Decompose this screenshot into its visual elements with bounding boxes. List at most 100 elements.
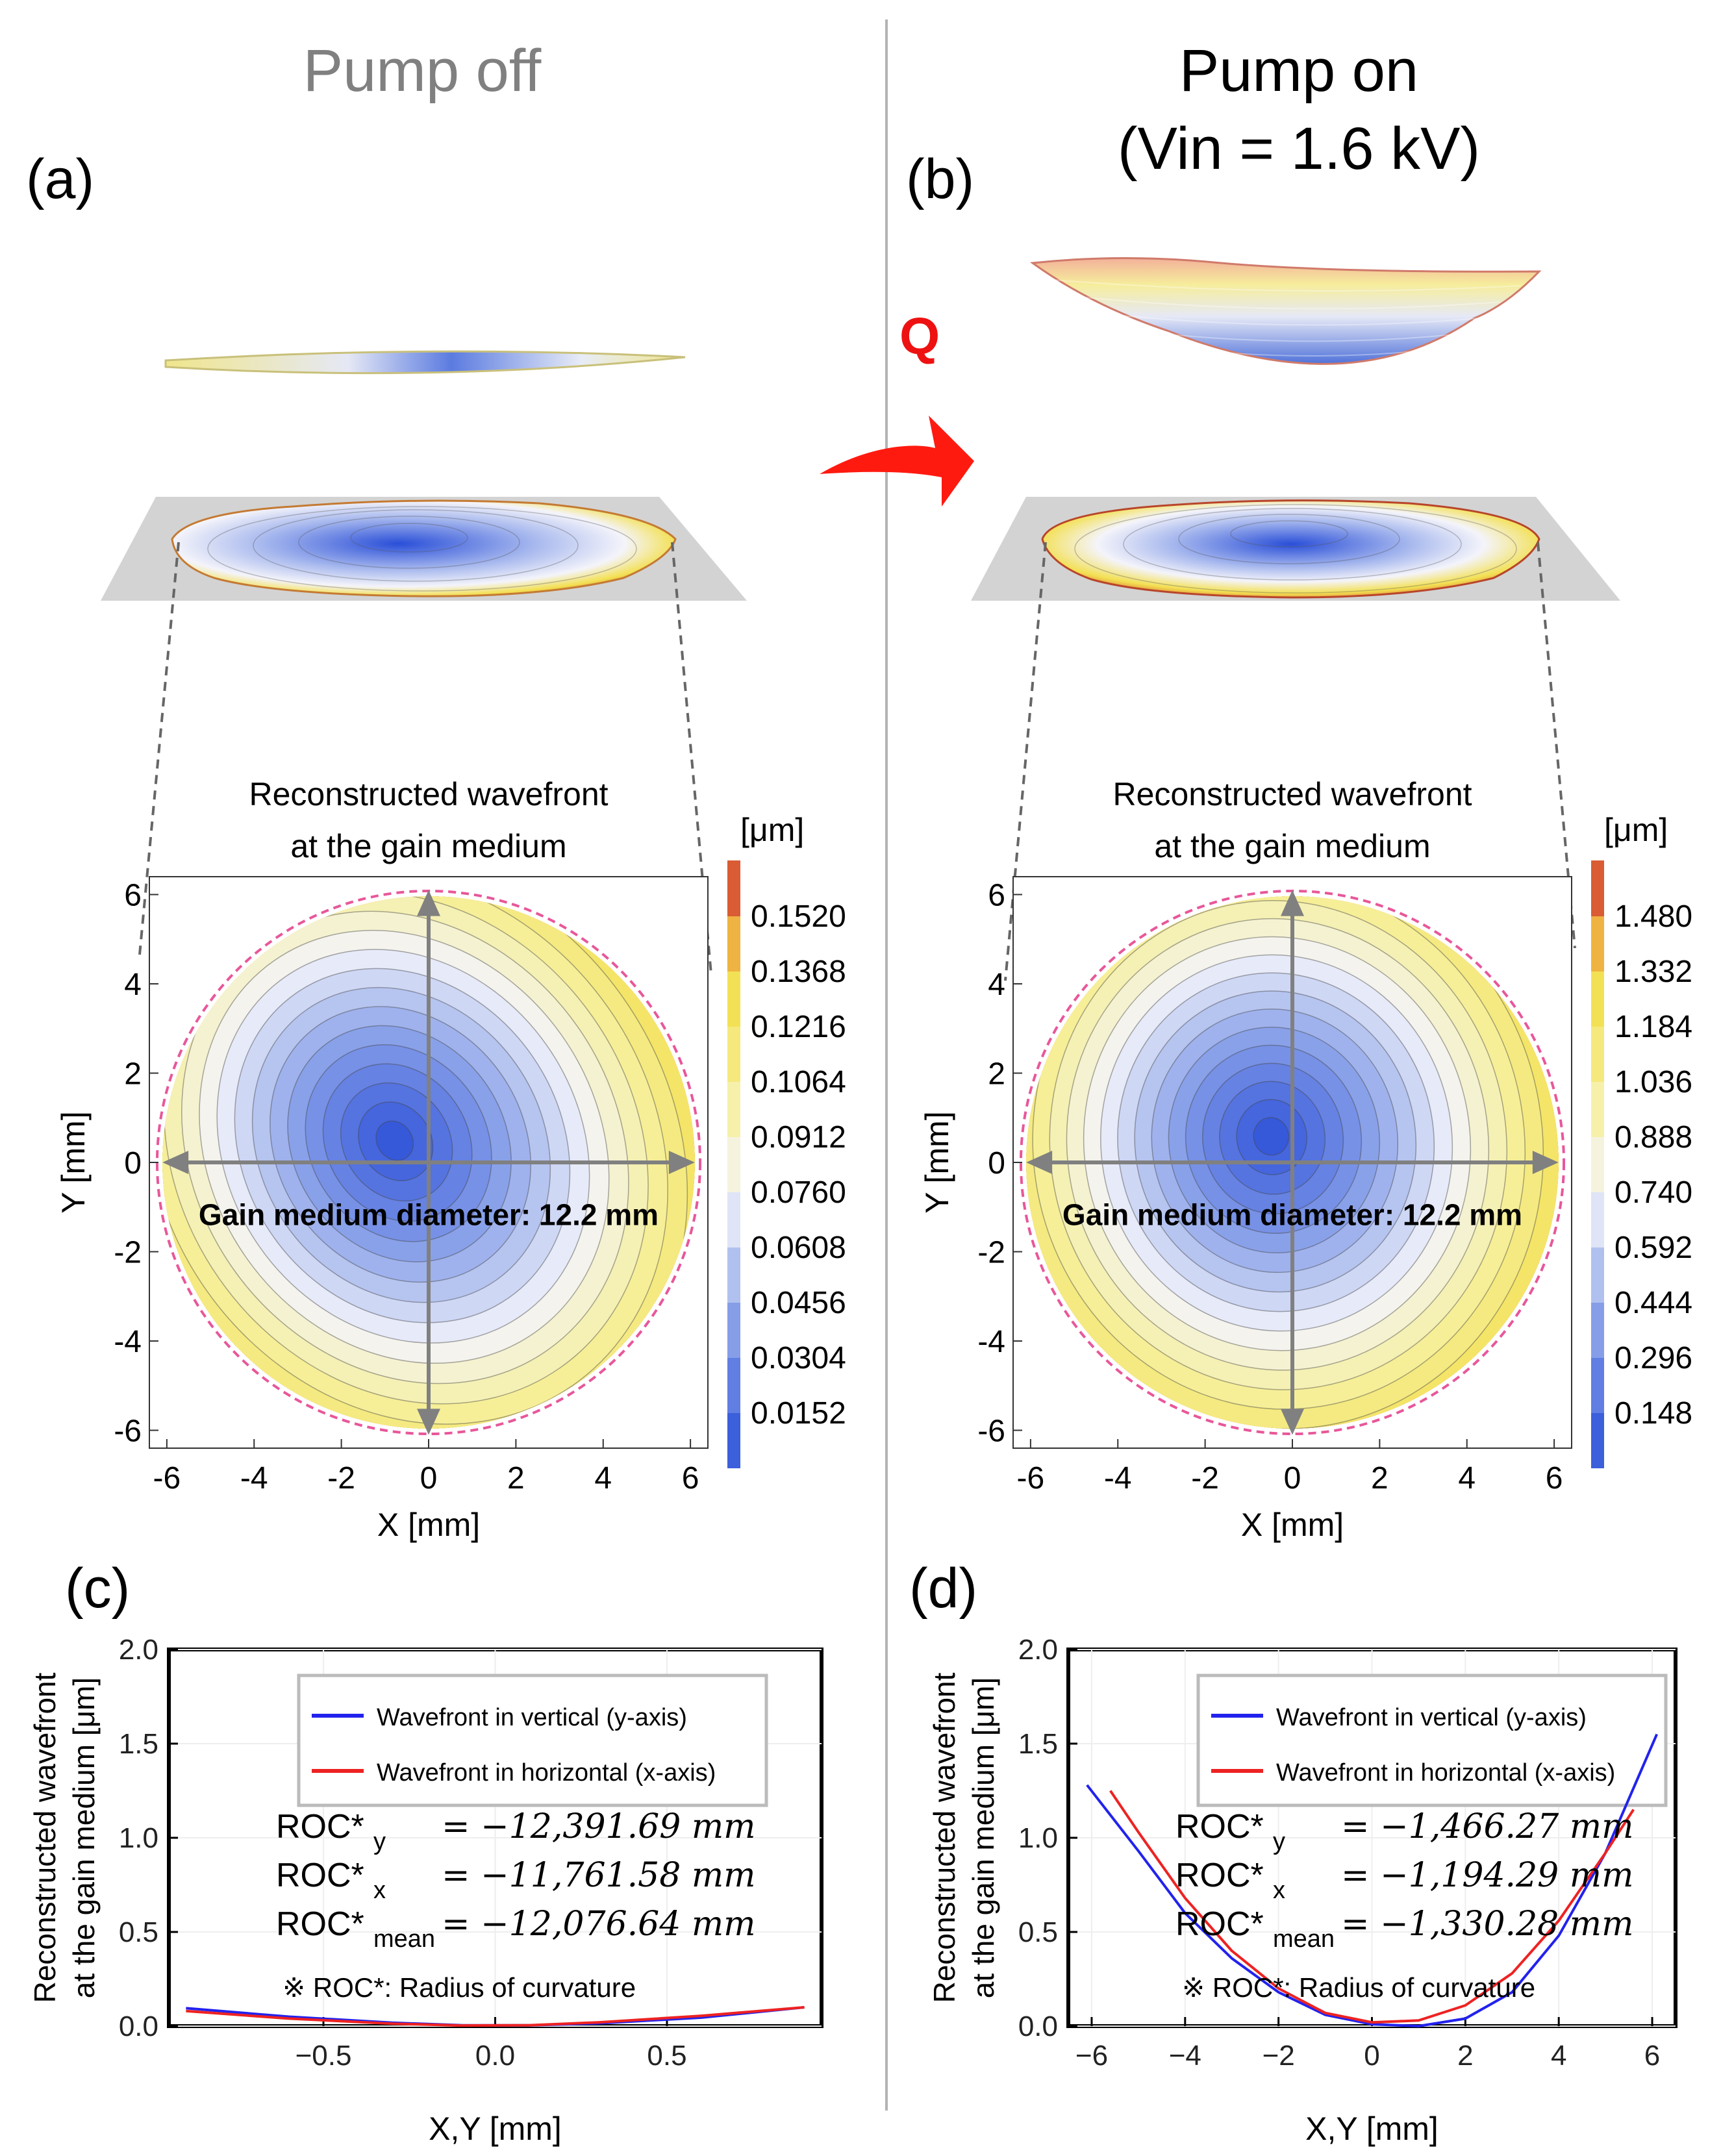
- roc-mean-subscript: mean: [1273, 1925, 1335, 1953]
- roc-mean-value: = −12,076.64 mm: [442, 1905, 755, 1944]
- arrowhead-icon: [1026, 1151, 1053, 1174]
- arrowhead-icon: [417, 890, 440, 916]
- arrowhead-icon: [1532, 1151, 1559, 1174]
- diameter-arrows: [1026, 890, 1559, 1435]
- contour-title-line2: at the gain medium: [1154, 828, 1430, 864]
- roc-x-value: = −1,194.29 mm: [1341, 1856, 1633, 1895]
- line-chart-c: −0.5 0.0 0.5 0.0 0.5 1.0 1.5 2.0 X,Y [mm] Reconst…: [28, 1634, 823, 2147]
- colorbar-tick-label: 1.332: [1614, 955, 1692, 989]
- roc-y-label: ROC*: [1175, 1808, 1264, 1846]
- x-axis-label: X [mm]: [1241, 1507, 1344, 1543]
- x-axis-label: X,Y [mm]: [1305, 2111, 1438, 2147]
- legend-label: Wavefront in horizontal (x-axis): [1276, 1759, 1615, 1786]
- colorbar-segment: [727, 1357, 740, 1413]
- y-tick-label: 2.0: [1018, 1634, 1058, 1666]
- x-tick-label: 2: [1457, 2040, 1473, 2072]
- x-tick-label: 0.0: [475, 2040, 515, 2072]
- colorbar-tick-label: 0.0456: [751, 1286, 846, 1320]
- contour-bands: [1026, 896, 1559, 1429]
- colorbar-tick-label: 0.296: [1614, 1341, 1692, 1375]
- x-tick-label: 4: [1458, 1461, 1476, 1496]
- roc-mean-subscript: mean: [373, 1925, 435, 1953]
- header-pump-on-voltage: (Vin = 1.6 kV): [1118, 116, 1480, 182]
- x-tick-label: 0: [1364, 2040, 1379, 2072]
- colorbar-segment: [1591, 971, 1604, 1027]
- roc-x-label: ROC*: [1175, 1857, 1264, 1894]
- colorbar-segment: [727, 1081, 740, 1137]
- colorbar-segment: [1591, 916, 1604, 971]
- x-axis-label: X,Y [mm]: [429, 2111, 562, 2147]
- x-tick-label: 0: [420, 1461, 438, 1496]
- colorbar-tick-label: 1.036: [1614, 1065, 1692, 1099]
- x-tick-label: 4: [1551, 2040, 1566, 2072]
- colorbar-segment: [727, 860, 740, 916]
- q-label: Q: [899, 307, 940, 365]
- colorbar-tick-label: 0.888: [1614, 1120, 1692, 1155]
- y-tick-label: 6: [988, 879, 1005, 913]
- panel-label-a: (a): [26, 148, 94, 210]
- y-tick-label: 1.5: [119, 1728, 158, 1760]
- colorbar: [727, 860, 740, 1468]
- diameter-arrows: [162, 890, 695, 1435]
- x-axis-label: X [mm]: [377, 1507, 480, 1543]
- contour-band: [375, 1120, 414, 1161]
- x-tick-label: 0: [1284, 1461, 1301, 1496]
- panel-label-b: (b): [906, 148, 974, 210]
- series-line: [1086, 1733, 1659, 2028]
- colorbar-tick-label: 0.0608: [751, 1231, 846, 1265]
- y-tick-label: -2: [114, 1236, 142, 1270]
- x-tick-label: −2: [1262, 2040, 1295, 2072]
- y-axis-label: Y [mm]: [919, 1111, 955, 1213]
- y-tick-label: 1.0: [1018, 1822, 1058, 1854]
- y-tick-label: 6: [124, 879, 142, 913]
- roc-mean-label: ROC*: [276, 1905, 364, 1943]
- roc-y-value: = −1,466.27 mm: [1341, 1807, 1633, 1846]
- colorbar-segment: [1591, 1247, 1604, 1303]
- colorbar-unit: [μm]: [740, 812, 804, 848]
- y-tick-label: 2: [988, 1057, 1005, 1092]
- legend-box: [1196, 1673, 1668, 1807]
- panel-label-d: (d): [909, 1557, 977, 1620]
- y-tick-label: 2: [124, 1057, 142, 1092]
- y-tick-label: 1.5: [1018, 1728, 1058, 1760]
- colorbar-segment: [727, 1247, 740, 1303]
- colorbar-segment: [1591, 1192, 1604, 1247]
- legend-box: [297, 1673, 768, 1807]
- colorbar-segment: [1591, 1136, 1604, 1192]
- roc-y-value: = −12,391.69 mm: [442, 1807, 755, 1846]
- y-tick-label: -4: [977, 1325, 1005, 1359]
- contour-title-line1: Reconstructed wavefront: [1112, 776, 1472, 812]
- colorbar-segment: [1591, 1357, 1604, 1413]
- y-tick-label: 1.0: [119, 1822, 158, 1854]
- colorbar-tick-label: 0.148: [1614, 1396, 1692, 1431]
- x-tick-label: 2: [1371, 1461, 1388, 1496]
- y-tick-label: -4: [114, 1325, 142, 1359]
- arrowhead-icon: [417, 1409, 440, 1435]
- colorbar-segment: [1591, 860, 1604, 916]
- colorbar-segment: [1591, 1302, 1604, 1358]
- diameter-annotation: Gain medium diameter: 12.2 mm: [199, 1197, 659, 1231]
- contour-plot-a: Reconstructed wavefront at the gain mediu…: [55, 776, 846, 1543]
- diameter-annotation: Gain medium diameter: 12.2 mm: [1062, 1197, 1522, 1231]
- colorbar-tick-label: 0.1216: [751, 1010, 846, 1044]
- colorbar-tick-label: 0.592: [1614, 1231, 1692, 1265]
- x-tick-label: 6: [682, 1461, 699, 1496]
- contour-band: [1253, 1117, 1290, 1156]
- y-tick-label: 2.0: [119, 1634, 158, 1666]
- colorbar-tick-label: 0.1520: [751, 899, 846, 934]
- colorbar-segment: [1591, 1026, 1604, 1082]
- colorbar-segment: [727, 1192, 740, 1247]
- y-tick-label: -2: [977, 1236, 1005, 1270]
- colorbar-segment: [1591, 1412, 1604, 1468]
- y-tick-label: 0: [124, 1146, 142, 1181]
- x-tick-label: -6: [153, 1461, 181, 1496]
- colorbar-segment: [727, 971, 740, 1027]
- roc-y-subscript: y: [1273, 1828, 1285, 1855]
- x-tick-label: −0.5: [295, 2040, 352, 2072]
- y-axis-label-line2: at the gain medium [μm]: [966, 1677, 1000, 1998]
- x-tick-label: −6: [1075, 2040, 1108, 2072]
- x-tick-label: 4: [594, 1461, 612, 1496]
- contour-title-line2: at the gain medium: [290, 828, 566, 864]
- roc-mean-label: ROC*: [1175, 1905, 1264, 1943]
